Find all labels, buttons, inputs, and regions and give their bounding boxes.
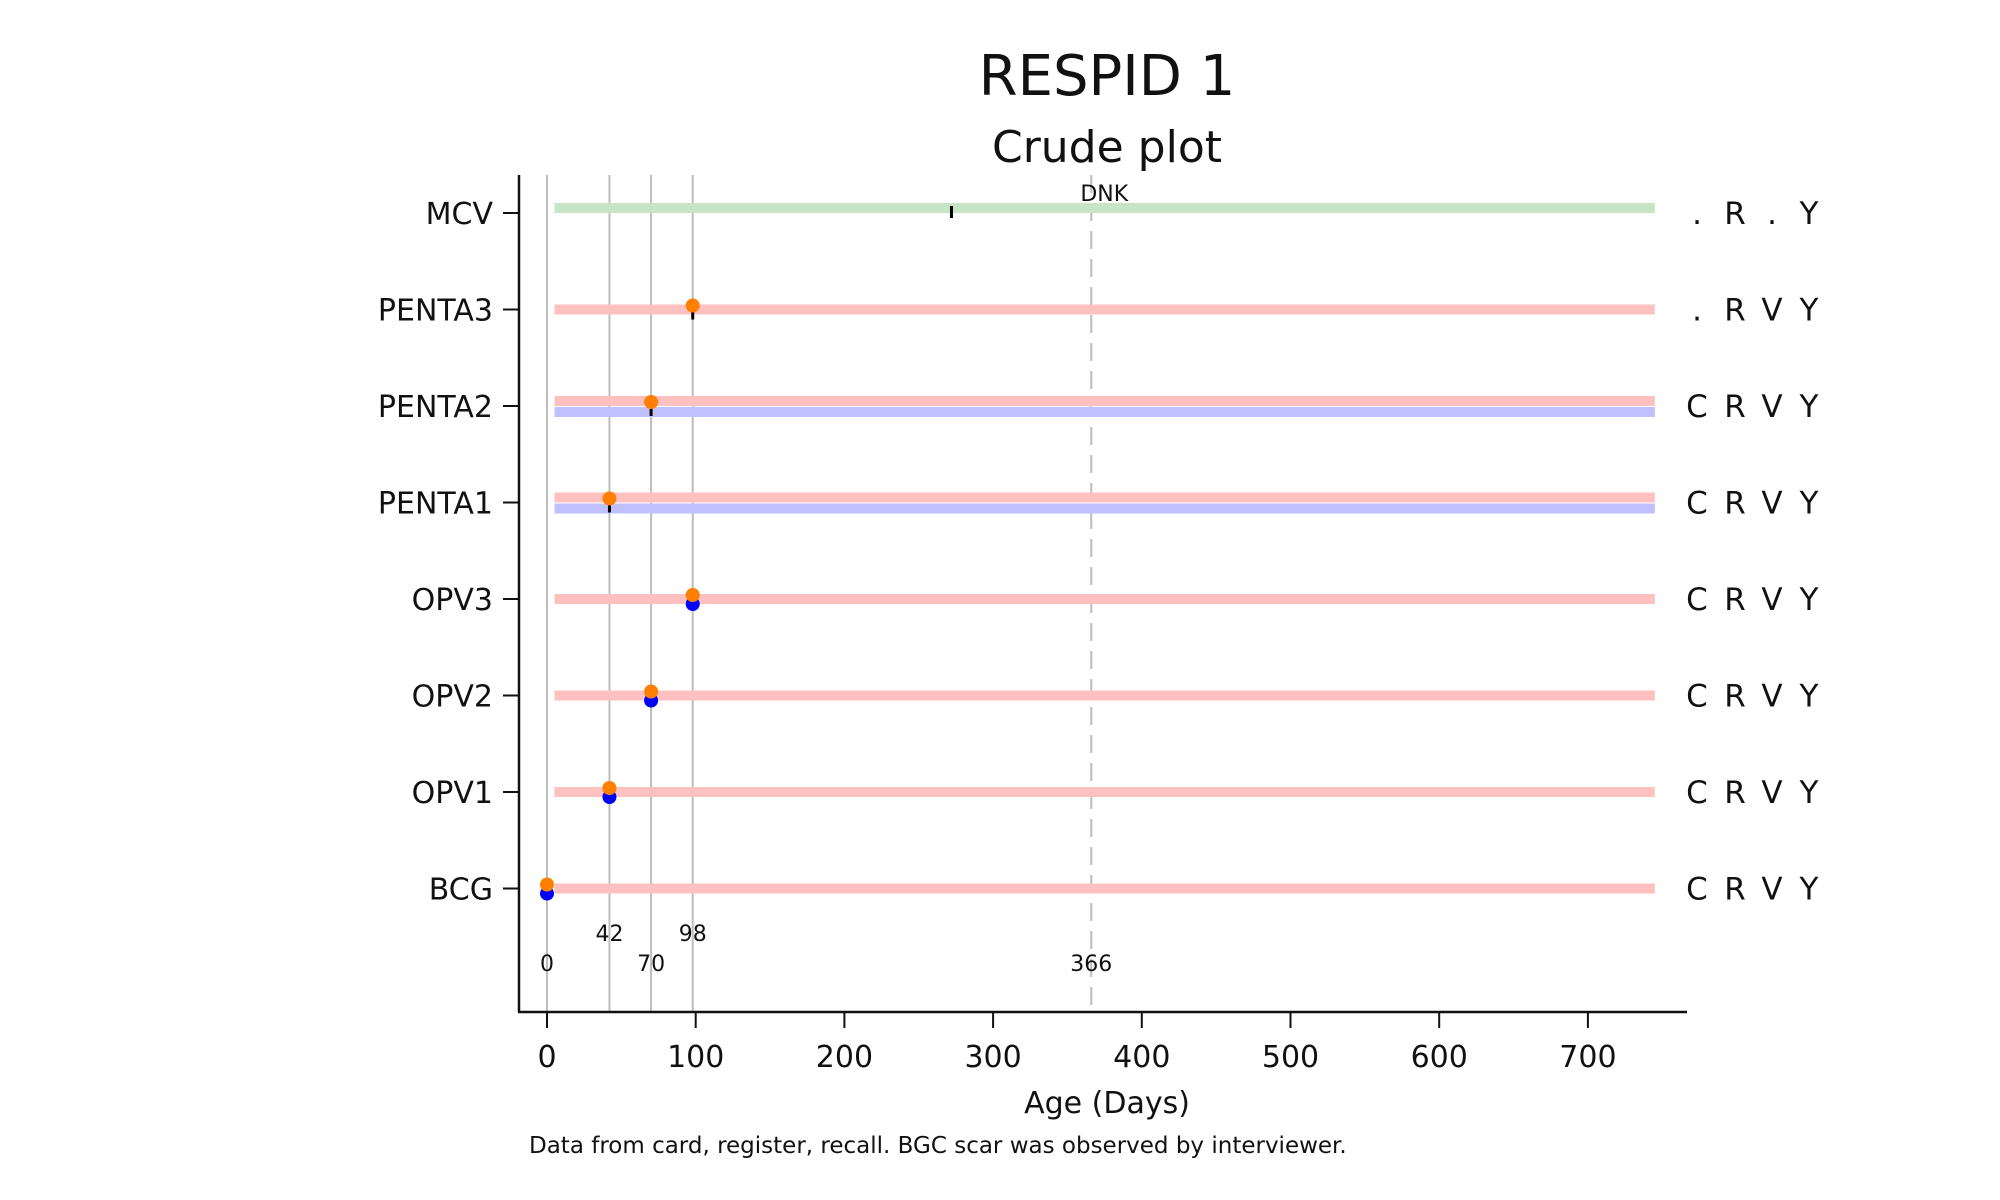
reference-line-label: 366 [1070,952,1112,977]
vaccine-row: OPV1 C R V Y [412,775,1819,811]
status-letter: . [1692,293,1702,329]
reference-line-label: 70 [637,952,665,977]
register-date-point [685,588,700,602]
vaccine-label: PENTA3 [378,294,493,329]
status-letter: C [1686,389,1708,425]
status-letter: Y [1799,293,1819,329]
vaccine-label: PENTA2 [378,390,493,425]
status-letter: V [1761,486,1782,522]
vaccine-row: OPV2 C R V Y [412,679,1819,715]
status-letter: Y [1799,582,1819,618]
vaccine-row: OPV3 C R V Y [412,582,1819,618]
status-letter: R [1724,293,1746,329]
timeline-bar [554,407,1655,417]
status-letter: V [1761,679,1782,715]
status-letter: Y [1799,486,1819,522]
vaccine-row: PENTA3. R V Y [378,293,1819,329]
x-tick-label: 500 [1262,1040,1319,1075]
x-tick-label: 400 [1113,1040,1170,1075]
status-letter: V [1761,775,1782,811]
register-date-point [685,298,700,313]
x-tick-label: 300 [964,1040,1021,1075]
status-letter: C [1686,775,1708,811]
register-date-point [602,491,617,506]
timeline-bar [554,203,1655,213]
timeline-bar [554,503,1655,514]
status-letter: R [1724,196,1746,232]
chart-title: RESPID 1 [979,44,1236,109]
reference-line-label: 42 [595,922,623,947]
status-letter: . [1692,196,1702,232]
status-letter: V [1761,872,1782,908]
timeline-bar [554,304,1655,315]
reference-line-label: 98 [679,922,707,947]
x-axis-title: Age (Days) [1024,1086,1190,1121]
reference-line-label: 0 [540,952,554,977]
timeline-bar [554,594,1655,604]
register-date-point [602,781,617,795]
status-letter: R [1724,775,1746,811]
chart-subtitle: Crude plot [992,122,1222,173]
status-letter: R [1724,582,1746,618]
x-tick-label: 600 [1411,1040,1468,1075]
vaccine-label: OPV1 [412,776,493,811]
vaccine-row: MCV DNK. R. Y [426,182,1819,232]
status-letter: V [1761,389,1782,425]
x-tick-label: 200 [816,1040,873,1075]
status-letter: Y [1799,196,1819,232]
status-letter: R [1724,872,1746,908]
axes: 0 100 200 300 400 500 600 700 [517,175,1687,1075]
vaccine-label: PENTA1 [378,487,493,522]
status-letter: C [1686,582,1708,618]
register-date-point [644,395,659,409]
vaccine-label: OPV3 [412,583,493,618]
vaccine-label: OPV2 [412,680,493,715]
timeline-bar [554,492,1655,503]
register-date-point [540,877,554,892]
dnk-annotation: DNK [1080,182,1128,207]
status-letter: R [1724,486,1746,522]
timeline-bar [554,787,1655,797]
status-letter: R [1724,679,1746,715]
vaccine-row: BCG C R V Y [429,872,1819,908]
status-letter: Y [1799,389,1819,425]
x-tick-label: 0 [537,1040,556,1075]
timeline-bar [554,396,1655,406]
status-letter: R [1724,389,1746,425]
status-letter: C [1686,872,1708,908]
vaccine-row: PENTA1 C R V Y [378,486,1819,522]
register-date-point [644,684,659,699]
status-letter: C [1686,679,1708,715]
status-letter: C [1686,486,1708,522]
vaccine-label: BCG [429,873,493,908]
timeline-bar [554,883,1655,894]
status-letter: Y [1799,872,1819,908]
x-tick-label: 700 [1559,1040,1616,1075]
status-letter: . [1767,196,1777,232]
x-tick-label: 100 [667,1040,724,1075]
status-letter: V [1761,293,1782,329]
status-letter: V [1761,582,1782,618]
chart-note: Data from card, register, recall. BGC sc… [529,1133,1347,1159]
status-letter: Y [1799,679,1819,715]
vaccine-row: PENTA2 C R V Y [378,389,1819,425]
status-letter: Y [1799,775,1819,811]
timeline-bar [554,690,1655,701]
vaccine-label: MCV [426,197,494,232]
